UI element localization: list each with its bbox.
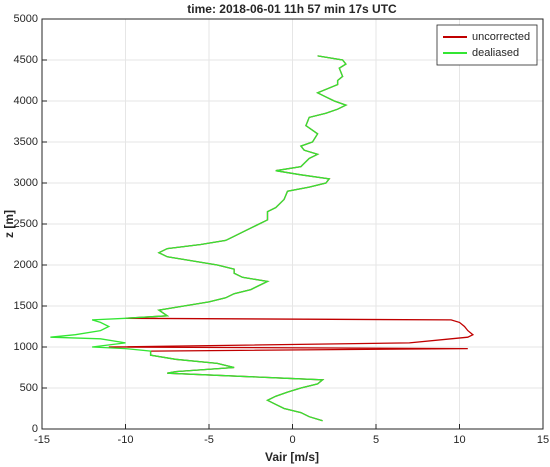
y-tick-label: 3500	[14, 136, 38, 148]
y-tick-label: 1500	[14, 300, 38, 312]
x-tick-label: 10	[453, 434, 465, 446]
y-tick-label: 3000	[14, 177, 38, 189]
legend-label: dealiased	[472, 47, 519, 59]
y-tick-label: 2500	[14, 218, 38, 230]
series-line	[50, 55, 348, 422]
y-tick-label: 0	[32, 423, 38, 435]
x-axis-label: Vair [m/s]	[265, 450, 319, 464]
x-tick-label: 0	[289, 434, 295, 446]
chart-title: time: 2018-06-01 11h 57 min 17s UTC	[187, 2, 397, 16]
plot-frame	[41, 18, 544, 430]
y-axis-label: z [m]	[2, 210, 16, 238]
y-tick-label: 5000	[14, 13, 38, 25]
legend-label: uncorrected	[472, 31, 530, 43]
y-tick-label: 1000	[14, 341, 38, 353]
x-tick-label: 5	[373, 434, 379, 446]
y-tick-label: 500	[20, 382, 38, 394]
legend-box	[436, 24, 538, 66]
y-tick-label: 4000	[14, 95, 38, 107]
y-tick-label: 2000	[14, 259, 38, 271]
legend: uncorrected dealiased	[436, 24, 538, 66]
x-tick-label: 15	[537, 434, 549, 446]
x-tick-label: -10	[118, 434, 134, 446]
x-tick-label: -5	[204, 434, 214, 446]
x-tick-label: -15	[34, 434, 50, 446]
y-tick-label: 4500	[14, 54, 38, 66]
